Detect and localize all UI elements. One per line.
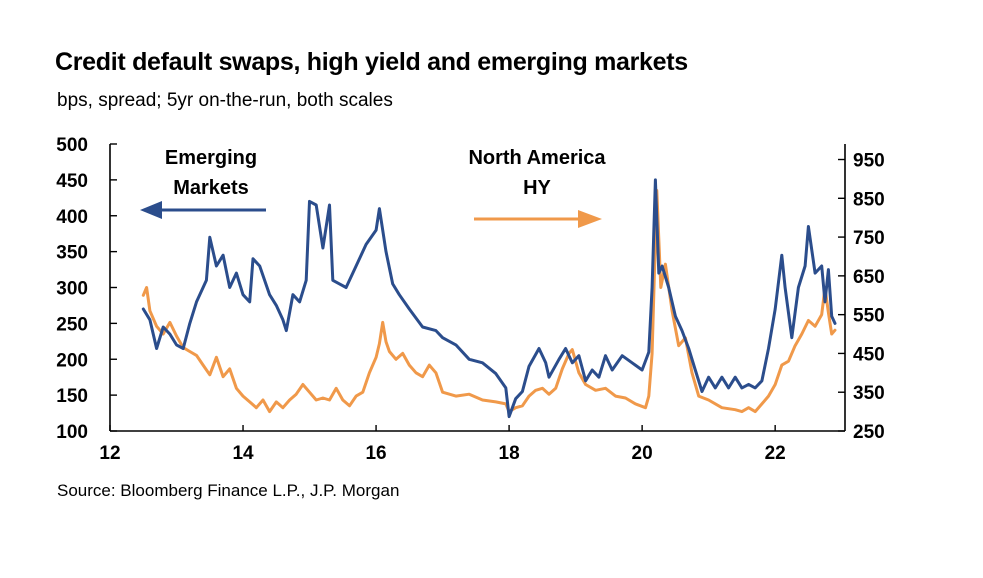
x-tick-label: 14	[232, 443, 254, 464]
y-right-tick-label: 250	[853, 422, 885, 443]
y-right-tick-label: 350	[853, 383, 885, 404]
y-right-tick-label: 550	[853, 306, 885, 327]
y-left-tick-label: 450	[56, 171, 88, 192]
annotation-hy-line1: North America	[468, 147, 606, 169]
chart-subtitle: bps, spread; 5yr on-the-run, both scales	[57, 90, 393, 111]
arrow-hy-head	[578, 210, 602, 228]
y-left-tick-label: 200	[56, 350, 88, 371]
y-left-tick-label: 500	[56, 135, 88, 156]
series-line-emerging-markets	[141, 178, 837, 419]
y-right-tick-label: 450	[853, 344, 885, 365]
y-left-tick-label: 350	[56, 243, 88, 264]
y-left-tick-label: 150	[56, 386, 88, 407]
y-right-tick-label: 950	[853, 151, 885, 172]
chart-source: Source: Bloomberg Finance L.P., J.P. Mor…	[57, 481, 400, 500]
y-right-tick-label: 650	[853, 267, 885, 288]
series-line-north-america-hy	[141, 189, 837, 414]
y-right-tick-label: 850	[853, 189, 885, 210]
annotation-emerging-line1: Emerging	[165, 147, 257, 169]
annotation-hy-line2: HY	[523, 177, 551, 199]
y-right-tick-label: 750	[853, 228, 885, 249]
axes: 500 450 400 350 300 250 200 150 100 950 850 750 650 5…	[56, 135, 884, 464]
chart-title: Credit default swaps, high yield and eme…	[55, 48, 688, 76]
x-tick-label: 18	[499, 443, 520, 464]
y-left-tick-label: 300	[56, 279, 88, 300]
arrow-emerging-head	[140, 201, 162, 219]
y-left-tick-label: 100	[56, 422, 88, 443]
x-tick-label: 16	[365, 443, 386, 464]
series-layer	[141, 178, 837, 419]
annotation-emerging-line2: Markets	[173, 177, 249, 199]
x-tick-label: 22	[765, 443, 786, 464]
y-left-tick-label: 400	[56, 207, 88, 228]
x-tick-label: 12	[99, 443, 120, 464]
annotations: Emerging Markets North America HY	[140, 147, 606, 228]
y-left-tick-label: 250	[56, 314, 88, 335]
x-tick-label: 20	[632, 443, 653, 464]
